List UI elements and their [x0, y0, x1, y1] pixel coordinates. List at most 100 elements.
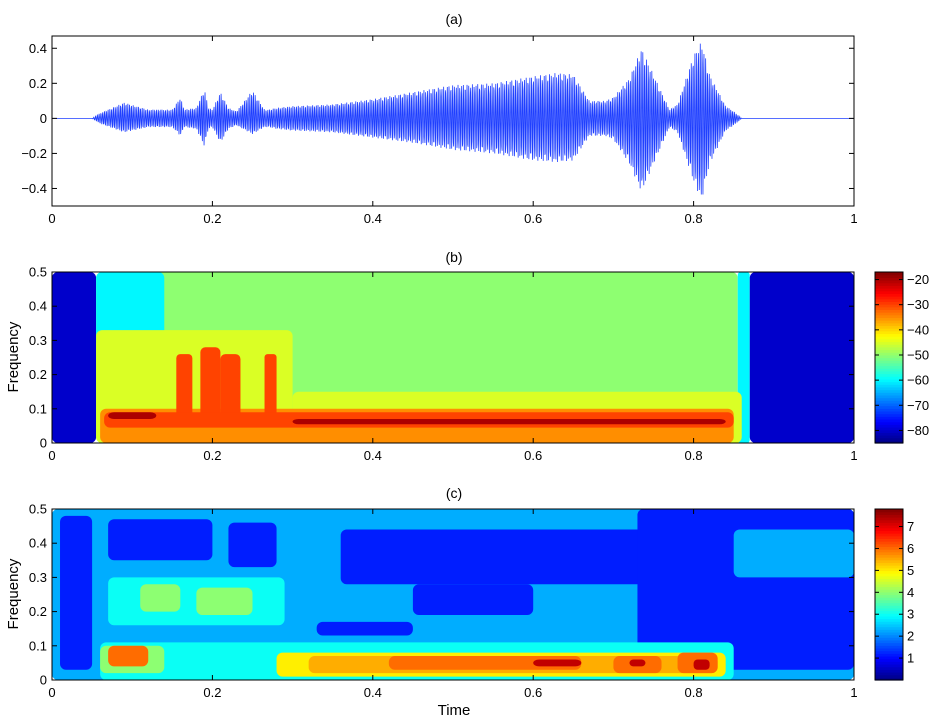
c-heatmap-region: [629, 659, 646, 667]
c-colorbar-frame: [874, 508, 904, 681]
c-heatmap-region: [108, 645, 149, 667]
b-colorbar-swatch: [875, 362, 903, 367]
c-heatmap-region: [196, 587, 253, 616]
b-colorbar-swatch: [875, 336, 903, 340]
b-colorbar-swatch: [875, 370, 903, 375]
panel-a-xtick-label: 0.2: [203, 211, 221, 226]
feature-map-plot-area: [52, 509, 854, 680]
b-colorbar-swatch: [875, 349, 903, 353]
c-colorbar-swatch: [875, 653, 903, 657]
b-colorbar-swatch: [875, 357, 903, 361]
b-colorbar-label: −60: [907, 373, 929, 388]
c-colorbar-swatch: [875, 565, 903, 569]
b-colorbar-swatch: [875, 309, 903, 313]
panel-b-ytick-label: 0.3: [29, 333, 47, 348]
c-heatmap-region: [340, 529, 646, 585]
b-colorbar-swatch: [875, 418, 903, 423]
c-colorbar-swatch: [875, 645, 903, 649]
b-colorbar-swatch: [875, 426, 903, 431]
c-colorbar-swatch: [875, 615, 903, 620]
c-colorbar-swatch: [875, 623, 903, 628]
c-colorbar-swatch: [875, 551, 903, 556]
c-heatmap-region: [533, 659, 582, 667]
c-colorbar-swatch: [875, 517, 903, 521]
c-colorbar-swatch: [875, 527, 903, 531]
c-colorbar-swatch: [875, 541, 903, 545]
c-colorbar-swatch: [875, 669, 903, 673]
b-colorbar-label: −40: [907, 322, 929, 337]
c-colorbar-swatch: [875, 589, 903, 593]
c-heatmap-region: [388, 656, 582, 670]
spectrogram-panel: (b) Frequency 0 0.2 0.4 0.6 0.8 1 0 0.1 0.2 0.3 0.…: [5, 249, 929, 463]
b-heatmap-region: [176, 354, 193, 426]
panel-b-title: (b): [445, 249, 462, 265]
b-colorbar-swatch: [875, 440, 903, 444]
b-colorbar-swatch: [875, 384, 903, 388]
panel-b-xtick-label: 0.8: [685, 448, 703, 463]
feature-map-panel: (c) Frequency Time 0 0.2 0.4 0.6 0.8 1 0 0.1 0.2…: [5, 485, 914, 719]
b-colorbar-swatch: [875, 392, 903, 396]
panel-c-ytick-label: 0.2: [29, 604, 47, 619]
c-colorbar-label: 6: [907, 541, 914, 556]
b-colorbar-swatch: [875, 280, 903, 284]
b-colorbar-label: −30: [907, 297, 929, 312]
b-colorbar-swatch: [875, 389, 903, 393]
b-heatmap-region: [52, 272, 97, 443]
c-colorbar-swatch: [875, 562, 903, 566]
c-colorbar-swatch: [875, 525, 903, 529]
b-colorbar-swatch: [875, 429, 903, 433]
b-colorbar-swatch: [875, 368, 903, 372]
b-colorbar-swatch: [875, 341, 903, 345]
panel-b-xtick-label: 1: [850, 448, 857, 463]
panel-a-frame: [51, 35, 855, 207]
c-colorbar-swatch: [875, 591, 903, 596]
c-colorbar-swatch: [875, 671, 903, 676]
b-colorbar-swatch: [875, 354, 903, 359]
panel-c-ytick-label: 0: [40, 673, 47, 688]
c-colorbar-swatch: [875, 594, 903, 598]
b-colorbar-frame: [874, 271, 904, 444]
b-colorbar-swatch: [875, 328, 903, 332]
b-colorbar-swatch: [875, 277, 903, 281]
panel-c-ylabel: Frequency: [5, 558, 22, 629]
spectrogram-axes: 0 0.2 0.4 0.6 0.8 1 0 0.1 0.2 0.3 0.4 0.5: [29, 265, 858, 464]
b-colorbar-swatch: [875, 301, 903, 305]
panel-c-ytick-label: 0.3: [29, 570, 47, 585]
b-colorbar-swatch: [875, 293, 903, 297]
c-colorbar-swatch: [875, 586, 903, 590]
c-heatmap-region: [316, 621, 413, 636]
panel-c-title: (c): [446, 485, 462, 501]
c-colorbar-swatch: [875, 618, 903, 622]
panel-b-xtick-label: 0: [48, 448, 55, 463]
panel-b-ytick-label: 0.2: [29, 367, 47, 382]
c-colorbar-swatch: [875, 549, 903, 553]
b-colorbar-swatch: [875, 298, 903, 302]
c-colorbar-swatch: [875, 509, 903, 513]
c-colorbar-label: 7: [907, 519, 914, 534]
panel-b-xtick-label: 0.6: [524, 448, 542, 463]
panel-b-xtick-label: 0.4: [364, 448, 382, 463]
panel-c-xtick-label: 0.8: [685, 685, 703, 700]
panel-c-ytick-label: 0.1: [29, 638, 47, 653]
b-colorbar-swatch: [875, 282, 903, 286]
b-colorbar-swatch: [875, 296, 903, 300]
c-colorbar-swatch: [875, 602, 903, 606]
c-colorbar-swatch: [875, 538, 903, 542]
c-colorbar-swatch: [875, 514, 903, 518]
c-heatmap-cells: [52, 509, 854, 680]
b-colorbar-swatch: [875, 386, 903, 391]
waveform-axes: 0 0.2 0.4 0.6 0.8 1 −0.4 −0.2 0 0.2 0.4: [21, 35, 858, 226]
b-colorbar-swatch: [875, 410, 903, 415]
c-colorbar-swatch: [875, 567, 903, 572]
b-colorbar-swatch: [875, 360, 903, 364]
c-colorbar-swatch: [875, 557, 903, 561]
panel-c-xlabel: Time: [438, 702, 471, 719]
b-colorbar-swatch: [875, 434, 903, 439]
b-colorbar-swatch: [875, 288, 903, 292]
c-colorbar-label: 3: [907, 607, 914, 622]
c-colorbar-swatch: [875, 581, 903, 585]
b-heatmap-region: [264, 354, 277, 426]
b-colorbar-label: −50: [907, 347, 929, 362]
b-colorbar-label: −70: [907, 398, 929, 413]
